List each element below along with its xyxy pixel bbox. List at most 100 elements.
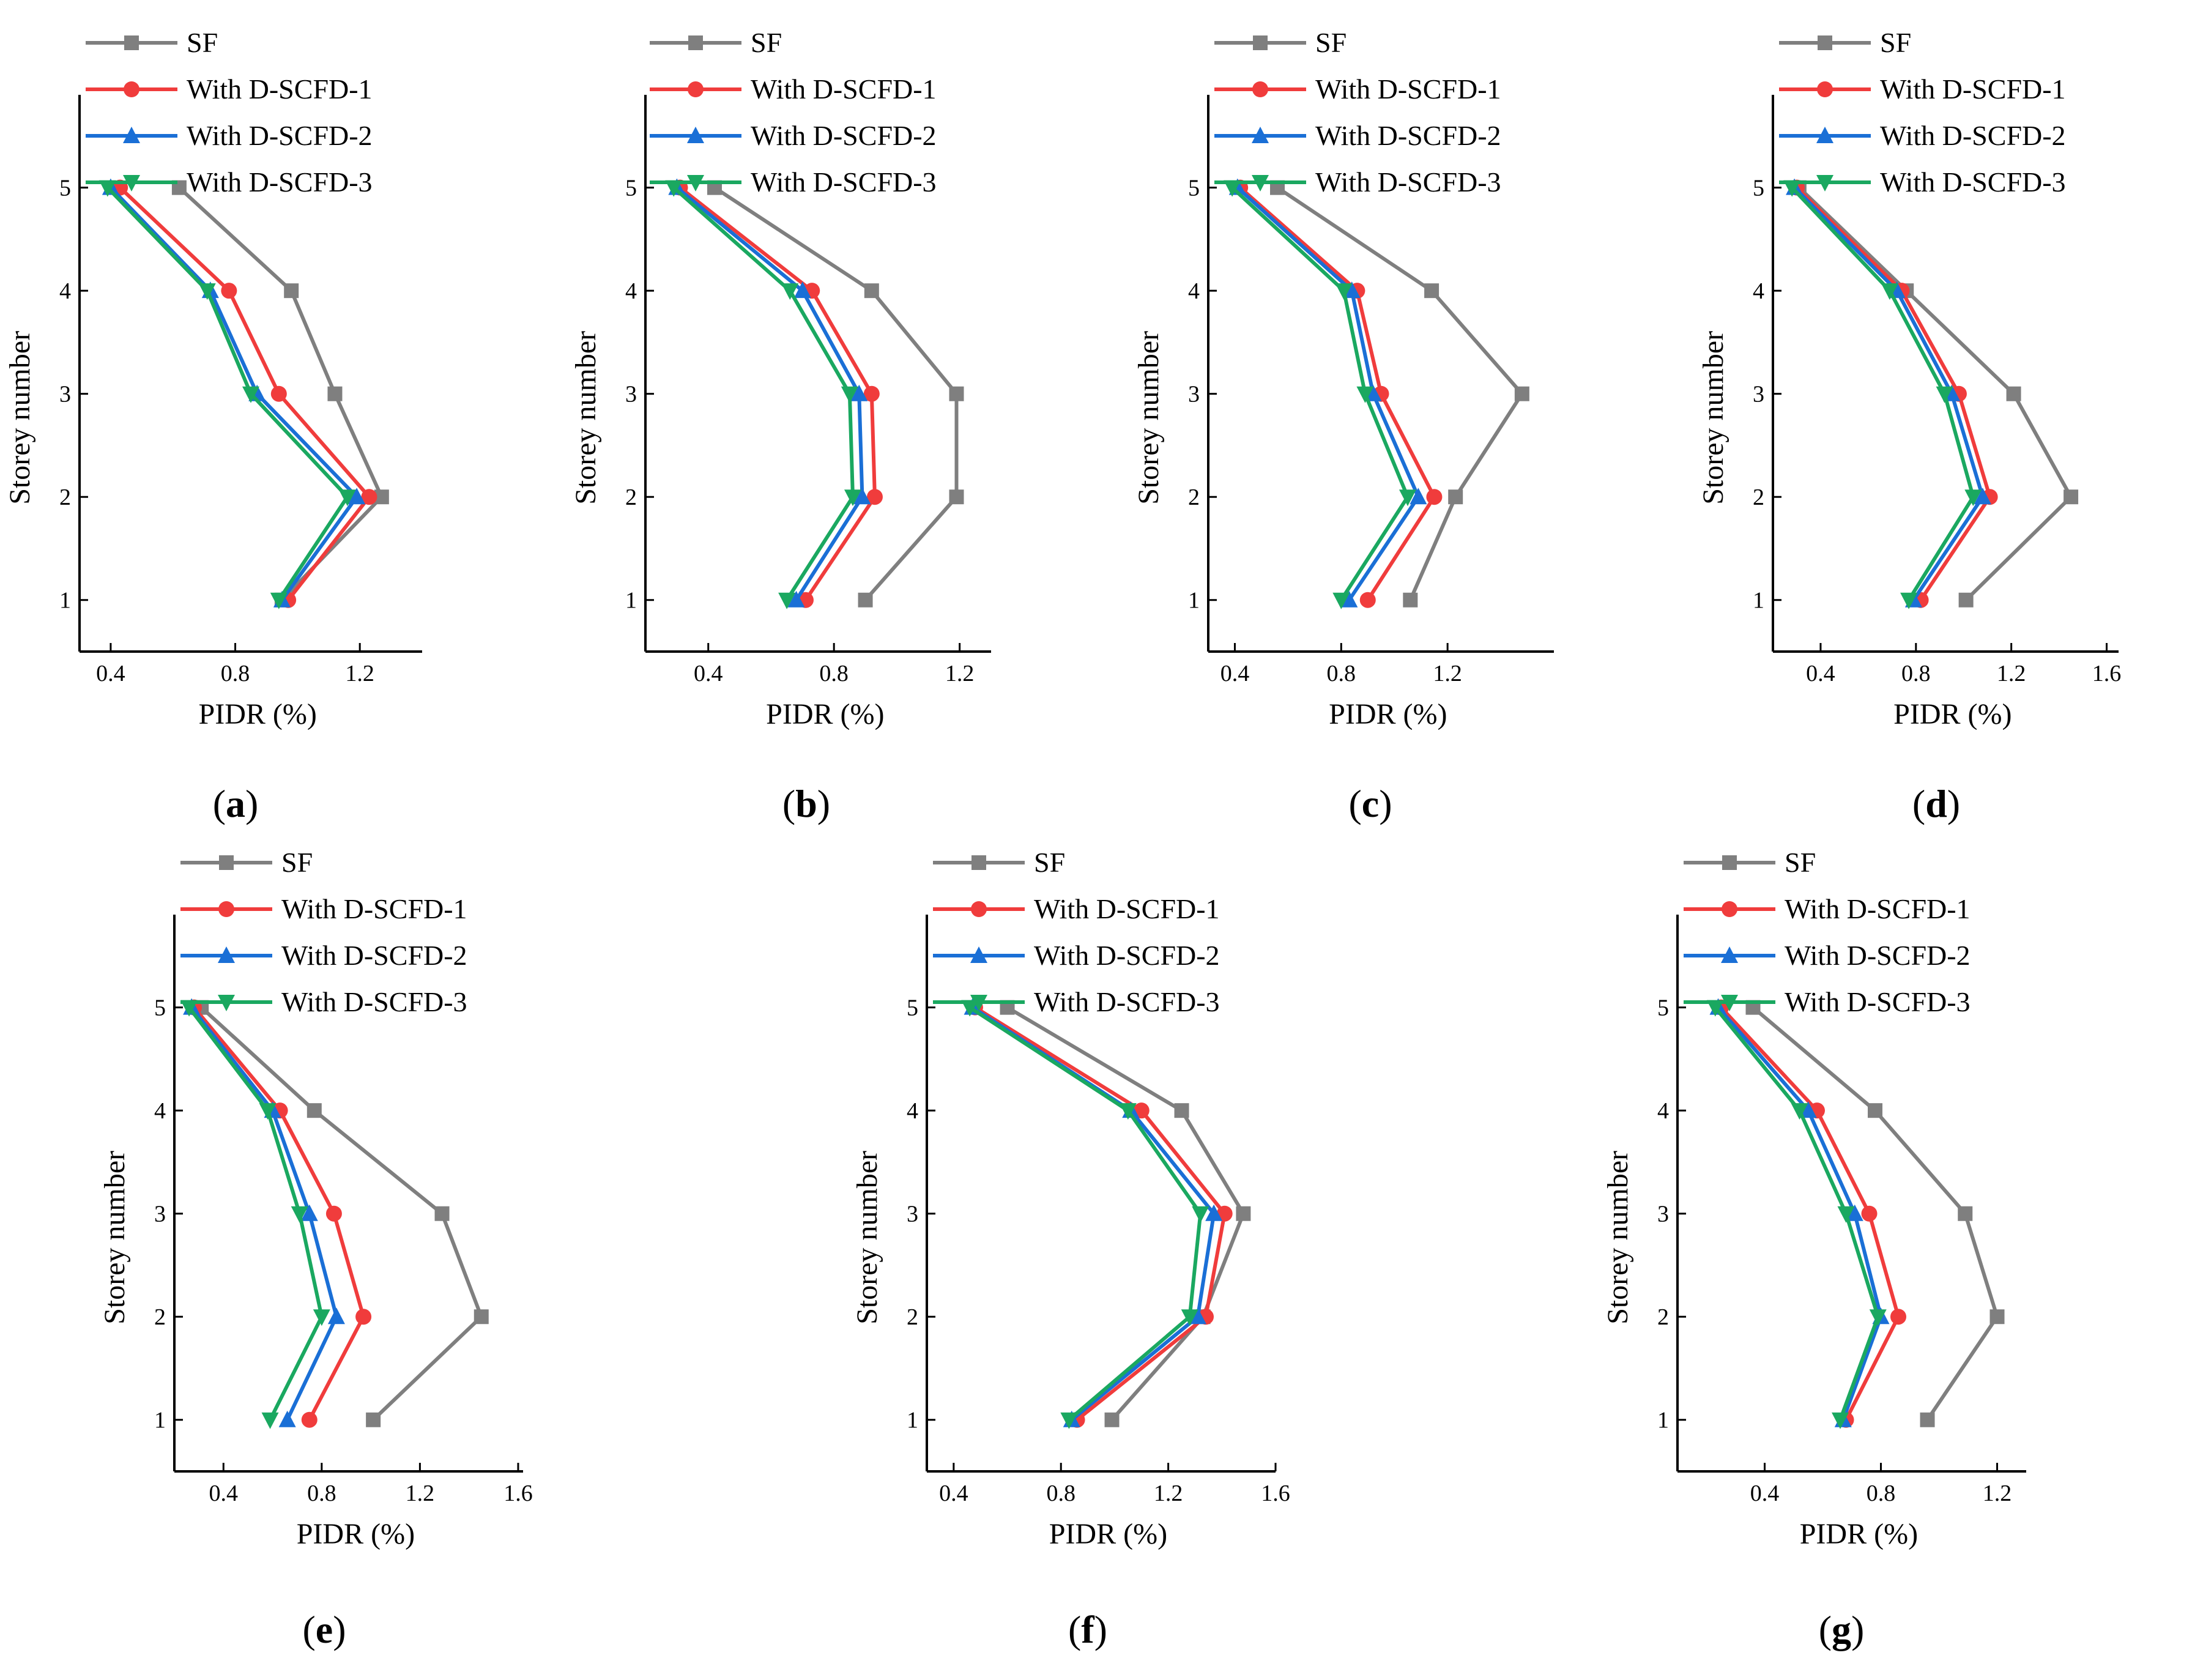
legend-label: SF bbox=[1880, 27, 1911, 58]
data-point bbox=[366, 1412, 381, 1427]
y-tick-label: 2 bbox=[1753, 485, 1764, 510]
legend-label: With D-SCFD-3 bbox=[1785, 986, 1971, 1017]
y-tick-label: 1 bbox=[1753, 588, 1764, 614]
legend: SF With D-SCFD-1 With D-SCFD-2 With D-SCFD-… bbox=[933, 847, 1220, 1017]
data-point bbox=[1974, 488, 1991, 505]
x-axis-label: PIDR (%) bbox=[1893, 698, 2012, 730]
legend-marker bbox=[124, 81, 139, 97]
legend-label: With D-SCFD-3 bbox=[1315, 166, 1501, 198]
y-tick-label: 3 bbox=[625, 382, 637, 407]
data-point bbox=[787, 590, 805, 608]
legend-item: SF bbox=[1214, 27, 1347, 58]
y-axis-label: Storey number bbox=[851, 1151, 883, 1325]
y-tick-label: 4 bbox=[907, 1098, 918, 1124]
legend-marker bbox=[1816, 175, 1833, 191]
legend-marker bbox=[1252, 127, 1269, 143]
legend-item: SF bbox=[1684, 847, 1816, 878]
series-with-d-scfd-3 bbox=[665, 180, 861, 609]
series-with-d-scfd-3 bbox=[98, 180, 356, 609]
y-tick-label: 2 bbox=[907, 1304, 918, 1330]
data-point bbox=[1890, 1309, 1906, 1325]
legend-item: With D-SCFD-3 bbox=[1684, 986, 1971, 1017]
legend-marker bbox=[1816, 127, 1833, 143]
data-point bbox=[1332, 592, 1350, 609]
legend-item: With D-SCFD-3 bbox=[180, 986, 467, 1017]
data-point bbox=[1448, 489, 1463, 505]
y-tick-label: 3 bbox=[59, 382, 71, 407]
data-point bbox=[284, 283, 299, 299]
legend-item: With D-SCFD-2 bbox=[933, 940, 1220, 971]
data-point bbox=[278, 1410, 296, 1427]
data-point bbox=[1104, 1412, 1120, 1427]
legend-label: With D-SCFD-2 bbox=[1880, 120, 2066, 151]
legend-item: With D-SCFD-1 bbox=[180, 893, 467, 924]
series-line bbox=[1797, 186, 2073, 601]
legend-marker bbox=[1721, 946, 1738, 963]
y-tick-label: 1 bbox=[59, 588, 71, 614]
data-point bbox=[1189, 1307, 1206, 1325]
legend-marker bbox=[123, 127, 140, 143]
x-tick-label: 1.6 bbox=[1261, 1481, 1290, 1506]
data-point bbox=[1426, 489, 1443, 505]
y-tick-label: 2 bbox=[625, 485, 637, 510]
x-tick-label: 1.2 bbox=[1433, 661, 1462, 686]
y-tick-label: 1 bbox=[907, 1408, 918, 1433]
data-point bbox=[1920, 1412, 1935, 1427]
y-tick-label: 4 bbox=[1753, 278, 1764, 304]
data-point bbox=[841, 386, 858, 403]
y-tick-label: 3 bbox=[154, 1202, 166, 1227]
chart-panel-e: 0.4 0.8 1.2 1.6 1 2 3 4 5 PIDR (%) Storey number SF… bbox=[98, 847, 533, 1651]
y-tick-label: 2 bbox=[154, 1304, 166, 1330]
y-axis-label: Storey number bbox=[4, 331, 36, 505]
x-tick-label: 0.8 bbox=[221, 661, 250, 686]
legend: SF With D-SCFD-1 With D-SCFD-2 With D-SCFD-… bbox=[1214, 27, 1501, 198]
series-with-d-scfd-3 bbox=[961, 1000, 1209, 1429]
data-point bbox=[2064, 489, 2079, 505]
data-point bbox=[665, 180, 683, 197]
x-tick-label: 0.4 bbox=[939, 1481, 968, 1506]
legend-label: With D-SCFD-2 bbox=[281, 940, 467, 971]
data-point bbox=[1343, 281, 1361, 299]
data-point bbox=[270, 385, 287, 402]
series-line bbox=[971, 1006, 1216, 1422]
y-tick-label: 1 bbox=[1657, 1408, 1669, 1433]
data-point bbox=[270, 592, 288, 609]
series-with-d-scfd-2 bbox=[102, 178, 366, 608]
legend-marker bbox=[688, 35, 703, 50]
legend-item: SF bbox=[180, 847, 313, 878]
y-tick-label: 3 bbox=[1753, 382, 1764, 407]
y-tick-label: 3 bbox=[1188, 382, 1200, 407]
legend-item: With D-SCFD-1 bbox=[86, 73, 373, 105]
data-point bbox=[355, 1309, 372, 1325]
legend-label: With D-SCFD-1 bbox=[751, 73, 937, 105]
y-tick-label: 4 bbox=[154, 1098, 166, 1124]
legend-label: SF bbox=[281, 847, 313, 878]
legend-marker bbox=[1252, 175, 1269, 191]
legend-item: With D-SCFD-1 bbox=[933, 893, 1220, 924]
data-point bbox=[1119, 1103, 1137, 1120]
data-point bbox=[1837, 1206, 1855, 1223]
y-tick-label: 2 bbox=[1188, 485, 1200, 510]
x-tick-label: 1.6 bbox=[503, 1481, 533, 1506]
x-tick-label: 0.8 bbox=[1046, 1481, 1075, 1506]
series-with-d-scfd-1 bbox=[112, 179, 377, 608]
legend-label: With D-SCFD-3 bbox=[281, 986, 467, 1017]
x-tick-label: 0.4 bbox=[1806, 661, 1835, 686]
legend-marker bbox=[687, 127, 704, 143]
legend-marker bbox=[971, 855, 986, 870]
y-tick-label: 1 bbox=[625, 588, 637, 614]
panel-label: (b) bbox=[782, 782, 830, 825]
series-line bbox=[1239, 186, 1436, 601]
series-with-d-scfd-3 bbox=[180, 1000, 330, 1429]
data-point bbox=[1868, 1103, 1882, 1118]
legend-marker bbox=[1721, 995, 1738, 1011]
y-tick-label: 2 bbox=[59, 485, 71, 510]
legend-label: SF bbox=[1785, 847, 1816, 878]
chart-panel-g: 0.4 0.8 1.2 1 2 3 4 5 PIDR (%) Storey number SF Wit… bbox=[1602, 847, 2026, 1651]
legend-item: SF bbox=[1779, 27, 1911, 58]
data-point bbox=[1205, 1204, 1223, 1221]
legend-label: With D-SCFD-1 bbox=[187, 73, 373, 105]
data-point bbox=[1964, 489, 1982, 507]
data-point bbox=[300, 1204, 318, 1221]
legend-marker bbox=[970, 946, 987, 963]
